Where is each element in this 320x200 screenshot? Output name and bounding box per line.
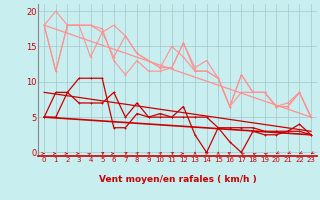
X-axis label: Vent moyen/en rafales ( km/h ): Vent moyen/en rafales ( km/h ) (99, 174, 256, 184)
